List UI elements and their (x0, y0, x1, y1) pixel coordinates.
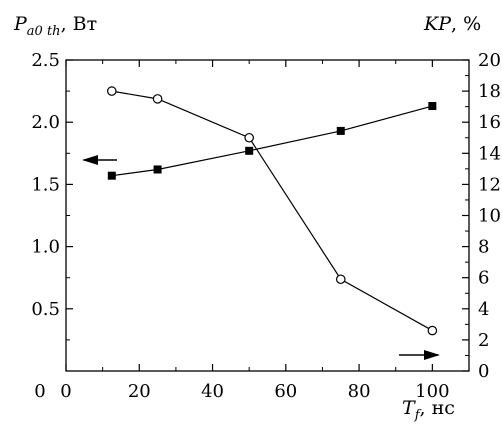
series-1-point (244, 132, 254, 143)
series-0-point (245, 146, 254, 155)
x-tick-label: 60 (274, 381, 297, 402)
origin-label: 0 (34, 381, 45, 402)
y-right-tick-label: 12 (478, 174, 501, 195)
x-tick-label: 100 (415, 381, 449, 402)
left-axis-title: Pa0 th, Вт (13, 13, 97, 39)
y-left-tick-label: 1.5 (31, 174, 60, 195)
left-axis-arrow (82, 155, 117, 165)
y-left-tick-label: 2.5 (31, 50, 60, 71)
y-right-tick-label: 18 (478, 81, 501, 102)
y-right-tick-label: 2 (478, 330, 489, 351)
series-0-point (107, 171, 116, 180)
x-tick-label: 40 (201, 381, 224, 402)
series-0-point (428, 102, 437, 111)
series-0-point (153, 165, 162, 174)
x-tick-label: 80 (348, 381, 371, 402)
y-left-tick-label: 2.0 (31, 112, 60, 133)
series-0-point (336, 126, 345, 135)
series-layer (106, 86, 438, 336)
x-axis-title: Tf, нс (402, 397, 455, 423)
right-axis-title: KP, % (423, 13, 481, 35)
y-right-tick-label: 8 (478, 237, 489, 258)
y-right-tick-label: 14 (478, 143, 501, 164)
x-tick-label: 20 (128, 381, 151, 402)
series-0-line (111, 105, 433, 177)
arrows (82, 155, 440, 360)
series-1-line (111, 90, 433, 332)
plot-frame (65, 59, 470, 372)
series-1-point (106, 86, 117, 96)
x-tick-label: 0 (60, 381, 71, 402)
y-right-tick-label: 0 (478, 361, 489, 382)
series-1-point (152, 94, 163, 104)
y-right-tick-label: 20 (478, 50, 501, 71)
ticks (65, 59, 469, 372)
y-right-tick-label: 4 (478, 299, 489, 320)
right-axis-arrow (399, 350, 440, 360)
y-right-tick-label: 16 (478, 112, 501, 133)
series-1-point (427, 325, 438, 336)
y-right-tick-label: 10 (478, 206, 501, 227)
y-right-tick-label: 6 (478, 268, 489, 289)
y-left-tick-label: 1.0 (31, 237, 60, 258)
y-left-tick-label: 0.5 (31, 299, 60, 320)
tick-labels: 0 20 40 60 80 1000.51.01.52.02.50024681012141… (31, 50, 501, 402)
series-1-point (335, 274, 346, 285)
